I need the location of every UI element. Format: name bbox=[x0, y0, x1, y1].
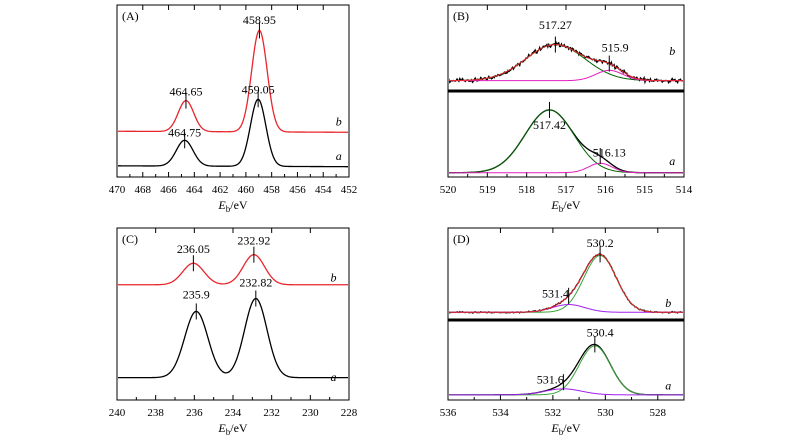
x-axis-title: Eb/eV bbox=[550, 421, 581, 437]
plot-frame bbox=[447, 227, 685, 401]
peak-label: 459.05 bbox=[242, 83, 275, 97]
series-line-a bbox=[118, 98, 348, 168]
x-axis-unit: /eV bbox=[230, 421, 248, 435]
x-tick-label: 464 bbox=[186, 184, 203, 196]
peak-label: 516.13 bbox=[593, 145, 626, 159]
peak-label: 517.27 bbox=[539, 18, 572, 32]
x-tick-label: 528 bbox=[650, 407, 667, 419]
plot-frame bbox=[116, 227, 350, 401]
x-tick-label: 517 bbox=[558, 184, 575, 196]
trace-label-b: b bbox=[336, 114, 342, 128]
x-tick-label: 518 bbox=[518, 184, 535, 196]
x-tick-label: 460 bbox=[238, 184, 255, 196]
x-tick-label: 470 bbox=[109, 184, 126, 196]
series-line-a-fit-516.13 bbox=[449, 162, 683, 174]
x-tick-label: 520 bbox=[440, 184, 457, 196]
trace-label-b: b bbox=[669, 44, 675, 58]
series-line-b bbox=[118, 29, 348, 133]
series-line-b bbox=[118, 254, 348, 286]
panel-a: 470 468 466 464 462 460 458 456 454 452 Eb/eV (A) 45… bbox=[109, 4, 358, 214]
x-tick-label: 532 bbox=[545, 407, 562, 419]
panel-label: (B) bbox=[453, 9, 469, 23]
series-line-a bbox=[449, 343, 683, 396]
x-axis-title: Eb/eV bbox=[217, 198, 248, 214]
series-line-b-fit-517.27 bbox=[449, 44, 683, 82]
x-tick-label: 466 bbox=[160, 184, 177, 196]
series-line-a-fit-531.6 bbox=[449, 388, 683, 396]
trace-label-a: a bbox=[669, 154, 675, 168]
panel-label: (A) bbox=[122, 9, 139, 23]
peak-label: 232.82 bbox=[239, 275, 272, 289]
x-tick-label: 519 bbox=[479, 184, 496, 196]
trace-label-a: a bbox=[331, 370, 337, 384]
peak-label: 464.65 bbox=[169, 84, 202, 98]
x-tick-label: 454 bbox=[315, 184, 332, 196]
peak-label: 531.6 bbox=[537, 373, 564, 387]
x-axis-subscript: b bbox=[559, 427, 564, 437]
peak-label: 232.92 bbox=[237, 233, 270, 247]
trace-label-a: a bbox=[336, 149, 342, 163]
x-tick-label: 536 bbox=[440, 407, 457, 419]
series-line-a-fit-517.42 bbox=[449, 109, 683, 174]
series-line-b-fit-530.2 bbox=[449, 255, 683, 313]
trace-label-b: b bbox=[665, 296, 671, 310]
x-axis-symbol: E bbox=[217, 421, 226, 435]
x-tick-label: 462 bbox=[212, 184, 229, 196]
x-tick-label: 232 bbox=[263, 407, 280, 419]
x-tick-label: 230 bbox=[302, 407, 319, 419]
series-line-a bbox=[118, 297, 348, 379]
x-tick-label: 240 bbox=[109, 407, 126, 419]
peak-label: 531.4 bbox=[542, 287, 569, 301]
x-axis-subscript: b bbox=[559, 204, 564, 214]
x-tick-label: 456 bbox=[289, 184, 306, 196]
x-axis-symbol: E bbox=[550, 421, 559, 435]
peak-label: 530.2 bbox=[587, 236, 614, 250]
x-tick-label: 530 bbox=[597, 407, 614, 419]
x-tick-label: 514 bbox=[676, 184, 693, 196]
trace-label-a: a bbox=[665, 379, 671, 393]
series-line-a bbox=[449, 109, 683, 174]
peak-label: 530.4 bbox=[587, 325, 614, 339]
x-tick-label: 452 bbox=[341, 184, 358, 196]
x-tick-label: 228 bbox=[341, 407, 358, 419]
x-tick-label: 468 bbox=[135, 184, 152, 196]
panel-d: 536 534 532 530 528 Eb/eV (D) 530.2 531.4 530.4 53… bbox=[440, 227, 685, 437]
series-line-b-envelope bbox=[449, 253, 683, 313]
trace-label-b: b bbox=[331, 270, 337, 284]
x-axis-unit: /eV bbox=[230, 198, 248, 212]
series-line-a-fit-530.4 bbox=[449, 345, 683, 396]
peak-label: 236.05 bbox=[177, 242, 210, 256]
x-axis-unit: /eV bbox=[563, 198, 581, 212]
x-axis-unit: /eV bbox=[563, 421, 581, 435]
x-axis-subscript: b bbox=[226, 204, 231, 214]
x-axis-symbol: E bbox=[550, 198, 559, 212]
x-tick-label: 515 bbox=[636, 184, 653, 196]
series-line-b bbox=[449, 40, 683, 85]
peak-label: 517.42 bbox=[533, 118, 566, 132]
x-tick-label: 458 bbox=[263, 184, 280, 196]
peak-label: 235.9 bbox=[183, 288, 210, 302]
x-axis-subscript: b bbox=[226, 427, 231, 437]
x-tick-label: 516 bbox=[597, 184, 614, 196]
x-tick-label: 534 bbox=[492, 407, 509, 419]
peak-label: 515.9 bbox=[602, 40, 629, 54]
x-axis-title: Eb/eV bbox=[217, 421, 248, 437]
panel-label: (C) bbox=[122, 232, 138, 246]
x-axis-title: Eb/eV bbox=[550, 198, 581, 214]
panel-label: (D) bbox=[453, 232, 470, 246]
panel-b: 520 519 518 517 516 515 514 Eb/eV (B) 517.27 515.9… bbox=[440, 4, 693, 214]
panel-c: 240 238 236 234 232 230 228 Eb/eV (C) 236.05 232.9… bbox=[109, 227, 358, 437]
x-tick-label: 236 bbox=[186, 407, 203, 419]
plot-frame bbox=[116, 4, 350, 178]
x-tick-label: 234 bbox=[225, 407, 242, 419]
series-line-b-envelope bbox=[449, 44, 683, 82]
peak-label: 458.95 bbox=[243, 13, 276, 27]
x-axis-symbol: E bbox=[217, 198, 226, 212]
x-tick-label: 238 bbox=[147, 407, 164, 419]
